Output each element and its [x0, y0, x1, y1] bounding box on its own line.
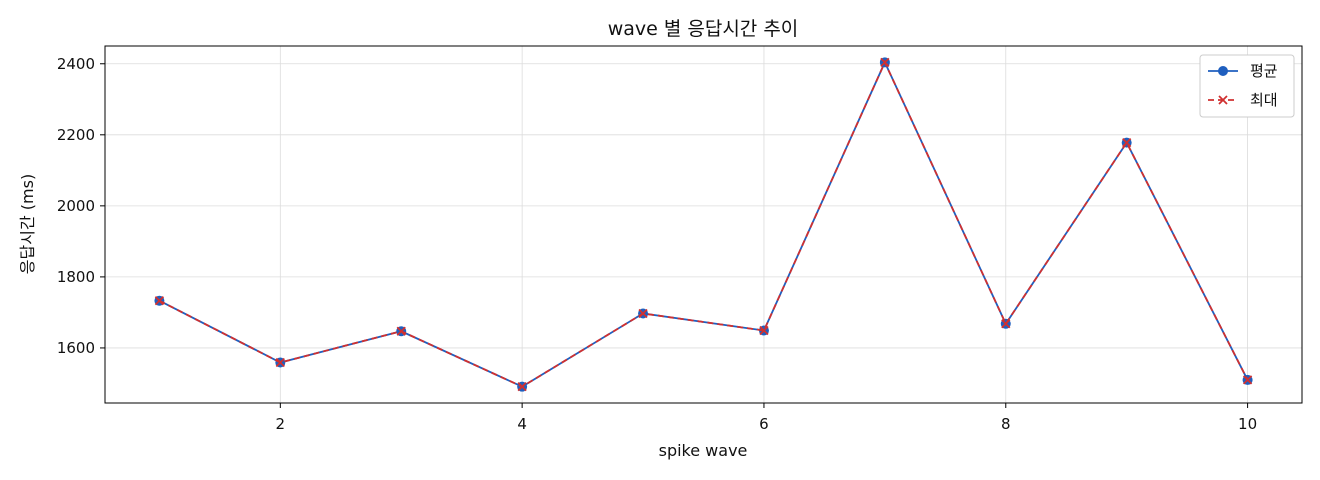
- y-tick-label: 2400: [57, 55, 95, 73]
- plot-area: [154, 57, 1253, 392]
- data-point-series-2: [275, 357, 285, 368]
- data-point-series-2: [154, 296, 165, 306]
- data-point-series-2: [880, 57, 890, 67]
- data-point-series-2: [517, 382, 527, 392]
- plot-frame: [104, 45, 1303, 404]
- x-marker-stroke: [154, 296, 165, 306]
- y-tick-label: 1600: [57, 339, 95, 357]
- y-axis-label: 응답시간 (ms): [18, 174, 37, 274]
- x-tick-label: 4: [517, 415, 527, 433]
- x-tick-label: 8: [1001, 415, 1011, 433]
- legend-label-1: 평균: [1250, 62, 1278, 80]
- x-axis-label: spike wave: [659, 441, 748, 460]
- data-point-series-2: [396, 326, 406, 336]
- x-marker-stroke: [1218, 95, 1228, 105]
- x-tick-label: 10: [1238, 415, 1257, 433]
- data-point-series-2: [638, 308, 648, 319]
- legend-marker-2: [1218, 95, 1228, 105]
- data-point-series-2: [1242, 375, 1253, 385]
- data-point-series-2: [1001, 319, 1011, 329]
- x-marker-stroke: [759, 325, 769, 336]
- x-tick-label: 6: [759, 415, 769, 433]
- x-tick-label: 2: [276, 415, 286, 433]
- x-marker-stroke: [275, 357, 285, 368]
- x-axis: 2 4 6 8 10: [276, 403, 1257, 433]
- legend-marker-1: [1218, 66, 1228, 76]
- legend-label-2: 최대: [1250, 91, 1278, 109]
- legend-box: [1199, 54, 1295, 118]
- y-axis: 1600 1800 2000 2200 2400: [57, 55, 105, 357]
- x-marker-stroke: [1122, 137, 1132, 148]
- x-marker-stroke: [638, 308, 648, 319]
- series-line-2: [158, 60, 1249, 388]
- chart-title: wave 별 응답시간 추이: [608, 18, 799, 40]
- x-marker-stroke: [1001, 319, 1011, 329]
- x-marker-stroke: [396, 326, 406, 336]
- data-point-series-2: [1122, 137, 1132, 148]
- series-line-1: [158, 60, 1249, 388]
- x-marker-stroke: [517, 382, 527, 392]
- data-point-series-2: [759, 325, 769, 336]
- grid: [105, 46, 1302, 403]
- y-tick-label: 1800: [57, 268, 95, 286]
- y-tick-label: 2000: [57, 197, 95, 215]
- x-marker-stroke: [1242, 375, 1253, 385]
- x-marker-stroke: [880, 57, 890, 67]
- y-tick-label: 2200: [57, 126, 95, 144]
